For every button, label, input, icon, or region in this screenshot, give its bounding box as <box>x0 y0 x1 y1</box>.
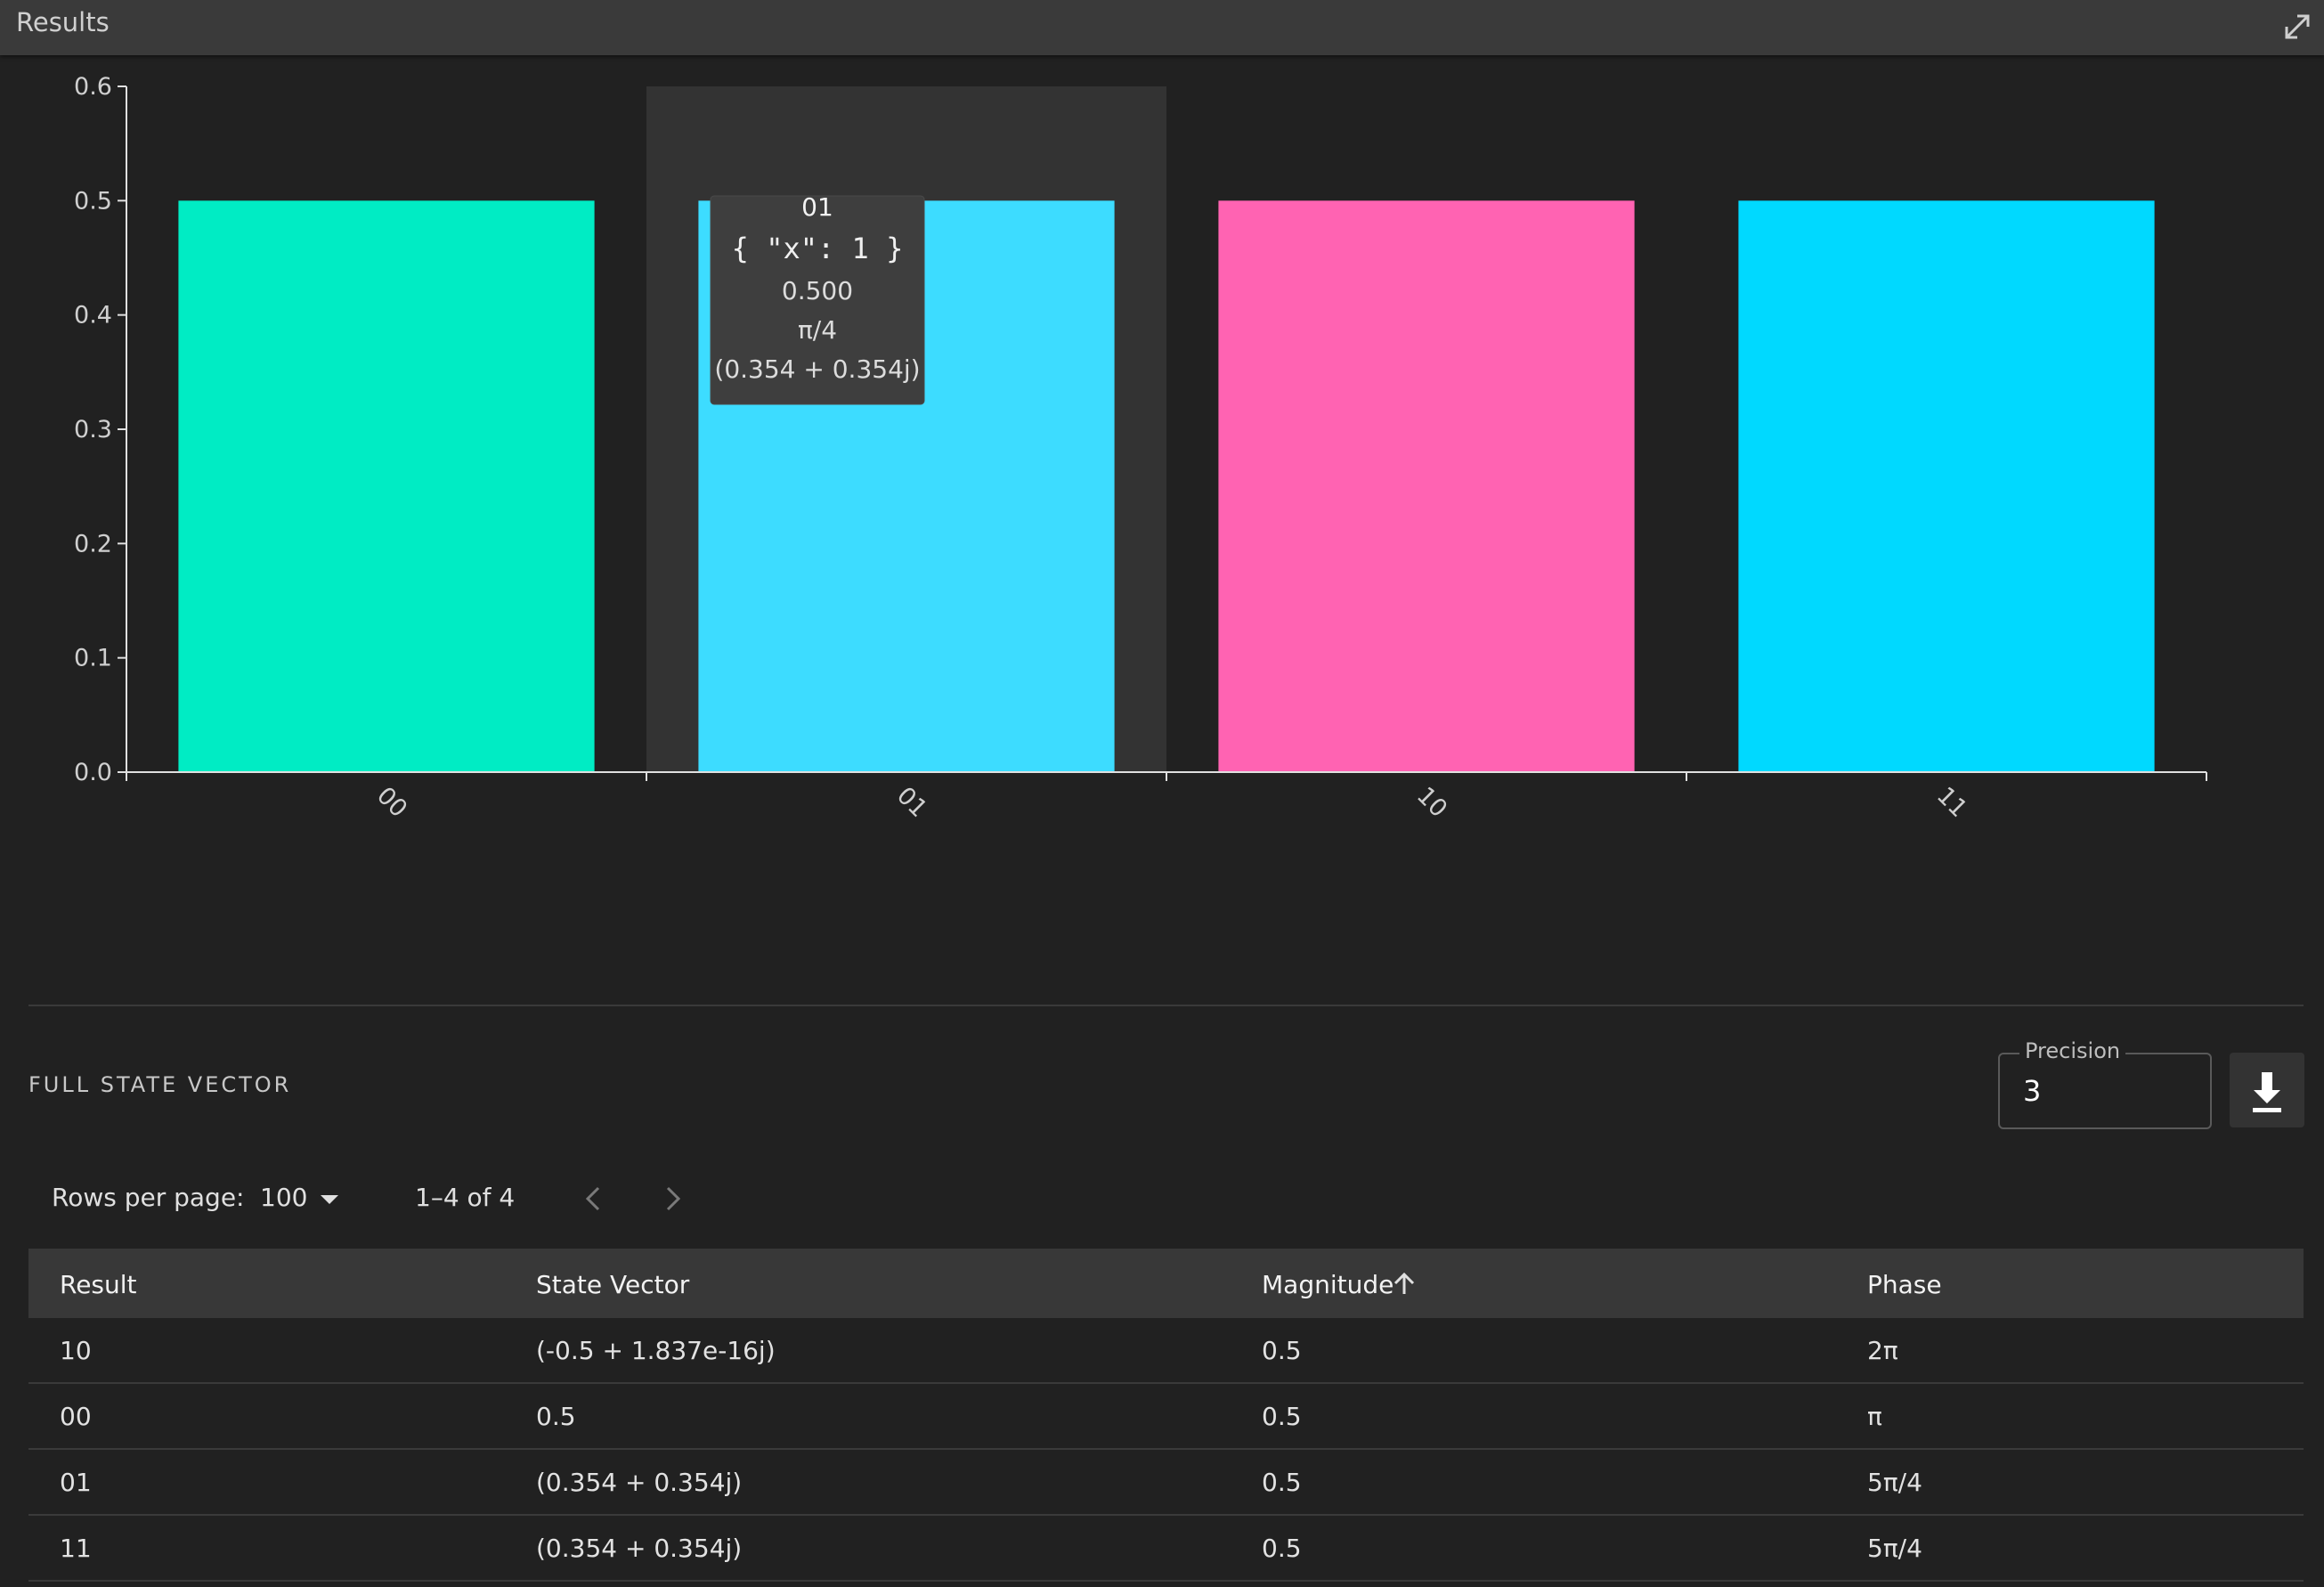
cell-magnitude: 0.5 <box>1262 1402 1302 1431</box>
column-header-result[interactable]: Result <box>60 1270 137 1299</box>
column-header-magnitude[interactable]: Magnitude <box>1262 1270 1394 1299</box>
column-header-phase[interactable]: Phase <box>1867 1270 1942 1299</box>
cell-magnitude: 0.5 <box>1262 1336 1302 1365</box>
probability-bar-chart: 0.0 0.1 0.2 0.3 0.4 0.5 0.6 00 01 10 11 01 { "x":… <box>74 73 2207 823</box>
arrow-up-icon[interactable] <box>1391 1270 1418 1297</box>
results-header: Results <box>0 0 2324 55</box>
table-header: Result State Vector Magnitude Phase <box>28 1249 2304 1318</box>
cell-phase: π <box>1867 1402 1882 1431</box>
y-tick-label: 0.0 <box>74 759 112 786</box>
cell-state-vector: (0.354 + 0.354j) <box>536 1534 743 1563</box>
rows-per-page-select[interactable]: 100 <box>260 1183 308 1212</box>
cell-result: 00 <box>60 1402 92 1431</box>
y-tick-label: 0.3 <box>74 416 112 444</box>
cell-state-vector: (-0.5 + 1.837e-16j) <box>536 1336 776 1365</box>
chevron-right-icon[interactable] <box>657 1181 687 1217</box>
x-tick-label: 00 <box>371 782 412 823</box>
cell-phase: 5π/4 <box>1867 1534 1922 1563</box>
tooltip-label: 01 <box>801 192 833 222</box>
panel-title: Results <box>16 7 110 37</box>
table-row: 01 (0.354 + 0.354j) 0.5 5π/4 <box>28 1450 2304 1516</box>
tooltip-phase: π/4 <box>798 315 837 345</box>
cell-result: 01 <box>60 1468 92 1497</box>
cell-magnitude: 0.5 <box>1262 1468 1302 1497</box>
tooltip-params: { "x": 1 } <box>732 232 904 265</box>
x-tick-label: 10 <box>1411 782 1452 823</box>
precision-input[interactable] <box>2023 1074 2183 1108</box>
y-tick-label: 0.1 <box>74 645 112 672</box>
tooltip-value: 0.500 <box>782 276 853 305</box>
section-title: FULL STATE VECTOR <box>28 1072 292 1097</box>
download-icon <box>2253 1072 2281 1112</box>
chevron-left-icon[interactable] <box>579 1181 609 1217</box>
x-tick-label: 11 <box>1931 782 1972 823</box>
bar-11[interactable] <box>1738 200 2155 773</box>
rows-per-page-label: Rows per page: <box>52 1183 245 1212</box>
precision-field[interactable]: Precision <box>1998 1038 2212 1129</box>
cell-magnitude: 0.5 <box>1262 1534 1302 1563</box>
download-button[interactable] <box>2230 1053 2304 1127</box>
cell-result: 10 <box>60 1336 92 1365</box>
tooltip-box <box>710 195 925 405</box>
y-tick-label: 0.5 <box>74 187 112 215</box>
cell-state-vector: 0.5 <box>536 1402 576 1431</box>
x-tick-label: 01 <box>891 782 932 823</box>
section-divider <box>28 1005 2304 1006</box>
bar-tooltip: 01 { "x": 1 } 0.500 π/4 (0.354 + 0.354j) <box>710 192 925 405</box>
bar-10[interactable] <box>1218 200 1635 773</box>
state-vector-table: Result State Vector Magnitude Phase 10 (… <box>28 1249 2304 1582</box>
precision-label: Precision <box>2019 1038 2126 1063</box>
y-tick-label: 0.4 <box>74 302 112 330</box>
column-header-state-vector[interactable]: State Vector <box>536 1270 690 1299</box>
table-row: 00 0.5 0.5 π <box>28 1384 2304 1450</box>
expand-icon[interactable] <box>2281 11 2313 43</box>
cell-phase: 5π/4 <box>1867 1468 1922 1497</box>
tooltip-amplitude: (0.354 + 0.354j) <box>714 354 920 384</box>
y-tick-label: 0.6 <box>74 73 112 101</box>
cell-result: 11 <box>60 1534 92 1563</box>
bar-00[interactable] <box>178 200 595 773</box>
caret-down-icon[interactable] <box>319 1193 340 1206</box>
table-row: 10 (-0.5 + 1.837e-16j) 0.5 2π <box>28 1318 2304 1384</box>
page-range: 1–4 of 4 <box>415 1183 516 1212</box>
cell-phase: 2π <box>1867 1336 1898 1365</box>
cell-state-vector: (0.354 + 0.354j) <box>536 1468 743 1497</box>
table-row: 11 (0.354 + 0.354j) 0.5 5π/4 <box>28 1516 2304 1582</box>
y-tick-label: 0.2 <box>74 530 112 557</box>
